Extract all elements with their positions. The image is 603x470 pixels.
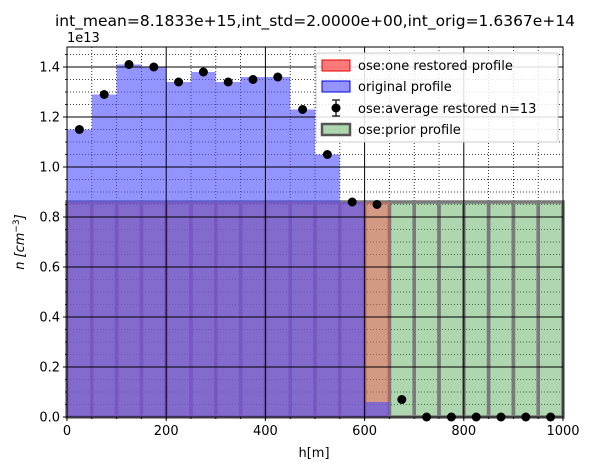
original-profile-bar: [265, 77, 291, 417]
y-axis-ticks: 0.0 0.2 0.4 0.6 0.8 1.0 1.2 1.4: [39, 54, 67, 426]
x-tick-label: 1000: [546, 424, 579, 439]
y-tick-label: 0.0: [39, 411, 60, 426]
y-axis-label-unit: [cm: [13, 233, 28, 258]
y-axis-label-exponent: −3: [12, 219, 22, 232]
original-profile-bar: [290, 109, 315, 417]
original-profile-bar: [67, 129, 92, 417]
y-tick-label: 0.2: [39, 361, 60, 376]
legend-label-prior: ose:prior profile: [358, 123, 461, 138]
legend-marker-average: [331, 103, 341, 113]
legend-label-one-restored: ose:one restored profile: [358, 59, 513, 74]
average-restored-point: [174, 77, 184, 87]
x-tick-label: 200: [154, 424, 179, 439]
legend-swatch-prior: [320, 122, 352, 137]
original-profile-bar: [91, 94, 117, 417]
original-profile-bar: [166, 82, 191, 417]
original-profile-bar: [364, 402, 390, 417]
x-axis-ticks: 0 200 400 600 800 1000: [63, 417, 580, 439]
legend-label-average: ose:average restored n=13: [358, 102, 536, 117]
y-tick-label: 0.8: [39, 211, 60, 226]
original-profile-bar: [141, 67, 167, 417]
average-restored-point: [124, 60, 134, 69]
y-offset-label: 1e13: [67, 31, 100, 46]
plot-area: [65, 46, 565, 422]
legend-swatch-original: [321, 80, 351, 93]
one-restored-bar: [364, 202, 390, 417]
average-restored-point: [74, 125, 84, 134]
legend: ose:one restored profile original profil…: [315, 52, 559, 143]
average-restored-point: [273, 72, 283, 82]
y-axis-label-close: ]: [13, 214, 28, 220]
average-restored-point: [322, 150, 332, 159]
prior-profile-bar: [511, 200, 540, 419]
y-tick-label: 1.2: [39, 111, 60, 126]
prior-profile-bar: [412, 200, 441, 419]
average-restored-points: [74, 60, 556, 422]
average-restored-point: [298, 105, 308, 114]
original-profile-bar: [191, 72, 216, 417]
original-profile-bar: [116, 64, 142, 417]
legend-label-original: original profile: [358, 80, 452, 95]
average-restored-point: [198, 67, 208, 77]
x-tick-label: 600: [352, 424, 377, 439]
y-axis-label: n [cm−3]: [12, 214, 28, 270]
x-axis-label: h[m]: [298, 446, 329, 461]
x-tick-label: 400: [253, 424, 278, 439]
average-restored-point: [248, 75, 258, 84]
average-restored-point: [149, 62, 159, 72]
x-tick-label: 0: [63, 424, 71, 439]
prior-profile-bar: [437, 200, 466, 419]
original-profile-bar: [240, 77, 266, 417]
average-restored-point: [99, 90, 109, 99]
prior-profile-bar: [486, 200, 516, 419]
average-restored-point: [223, 77, 233, 87]
legend-swatch-one-restored: [321, 59, 351, 72]
y-tick-label: 0.4: [39, 311, 60, 326]
y-tick-label: 1.0: [39, 161, 60, 176]
original-profile-bar: [339, 202, 365, 417]
prior-profile-bar: [536, 200, 565, 419]
original-profile-bars: [67, 64, 390, 417]
x-tick-label: 800: [451, 424, 476, 439]
y-axis-label-symbol: n: [13, 262, 28, 270]
prior-profile-bar: [462, 200, 491, 419]
y-tick-label: 1.4: [39, 61, 60, 76]
original-profile-bar: [215, 82, 241, 417]
average-restored-point: [347, 197, 357, 207]
legend-box: [315, 52, 559, 143]
average-restored-point: [397, 395, 407, 404]
original-profile-bar: [315, 154, 340, 417]
chart-title: int_mean=8.1833e+15,int_std=2.0000e+00,i…: [55, 12, 575, 31]
average-restored-point: [372, 200, 382, 209]
y-tick-label: 0.6: [39, 261, 60, 276]
prior-profile-bar: [387, 200, 416, 419]
